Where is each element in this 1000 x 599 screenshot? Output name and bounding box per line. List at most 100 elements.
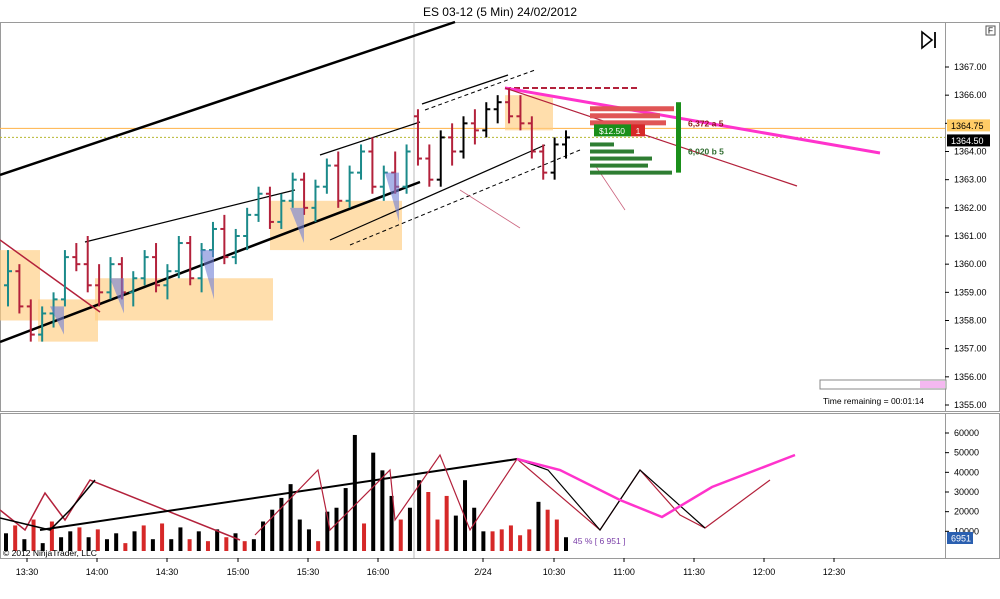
volume-zigzag-red bbox=[0, 479, 241, 541]
volume-bar bbox=[554, 519, 559, 551]
volume-bar bbox=[233, 533, 238, 551]
volume-bar bbox=[343, 488, 348, 551]
time-tick-label: 14:30 bbox=[156, 567, 179, 577]
price-tick-label: 1357.00 bbox=[954, 344, 987, 354]
volume-bar bbox=[297, 519, 302, 551]
volume-bar bbox=[68, 531, 73, 551]
volume-bar bbox=[242, 541, 247, 551]
volume-bar bbox=[499, 529, 504, 551]
volume-tick-label: 30000 bbox=[954, 487, 979, 497]
volume-tick-label: 50000 bbox=[954, 448, 979, 458]
volume-bar bbox=[141, 525, 146, 551]
volume-bar bbox=[380, 470, 385, 551]
volume-bar bbox=[481, 531, 486, 551]
volume-bar bbox=[77, 527, 82, 551]
volume-zigzag-black-2 bbox=[516, 458, 706, 531]
red-projection bbox=[504, 87, 798, 187]
volume-bar bbox=[132, 531, 137, 551]
position-qty-label: 1 bbox=[636, 126, 641, 136]
timer-bar-fill bbox=[920, 381, 945, 388]
price-marker-label: 1364.75 bbox=[951, 121, 984, 131]
volume-bar bbox=[251, 539, 256, 551]
price-tick-label: 1355.00 bbox=[954, 400, 987, 410]
wedge-upper-dashed bbox=[424, 69, 536, 111]
volume-bar bbox=[518, 535, 523, 551]
volume-bar bbox=[49, 521, 54, 551]
volume-last-box bbox=[947, 532, 973, 544]
volume-bar bbox=[463, 480, 468, 551]
price-marker-box bbox=[947, 134, 990, 147]
volume-tick-label: 40000 bbox=[954, 467, 979, 477]
volume-profile-marker bbox=[200, 250, 214, 300]
timer-label: Time remaining = 00:01:14 bbox=[823, 396, 924, 406]
volume-bar bbox=[169, 539, 174, 551]
volume-layer: 45 % [ 6 951 ] bbox=[0, 434, 796, 551]
wedge-lower bbox=[329, 144, 546, 241]
volume-profile-marker bbox=[290, 207, 304, 244]
position-pnl-label: $12.50 bbox=[599, 126, 625, 136]
volume-zigzag-red-2 bbox=[254, 453, 771, 536]
volume-bar bbox=[453, 515, 458, 551]
volume-bar bbox=[160, 523, 165, 551]
volume-profile-marker bbox=[110, 278, 124, 314]
price-tick-label: 1361.00 bbox=[954, 231, 987, 241]
volume-bar bbox=[288, 484, 293, 551]
volume-bar bbox=[59, 537, 64, 551]
price-tick-label: 1366.00 bbox=[954, 90, 987, 100]
position-vertical-bar bbox=[676, 102, 681, 173]
volume-bar bbox=[104, 539, 109, 551]
volume-bar bbox=[279, 497, 284, 551]
time-tick-label: 11:30 bbox=[683, 567, 705, 577]
red-trendline bbox=[0, 239, 101, 313]
volume-bar bbox=[417, 480, 422, 551]
volume-bar bbox=[527, 529, 532, 551]
volume-profile-marker bbox=[50, 306, 64, 335]
time-tick-label: 14:00 bbox=[86, 567, 109, 577]
dom-bid-bar bbox=[590, 149, 634, 154]
volume-bar bbox=[325, 511, 330, 551]
thin-projection bbox=[459, 189, 521, 229]
volume-bar bbox=[508, 525, 513, 551]
dom-ask-bar bbox=[590, 120, 666, 126]
play-control-icon[interactable] bbox=[921, 30, 936, 50]
time-tick-label: 11:00 bbox=[613, 567, 635, 577]
f-box[interactable] bbox=[985, 25, 996, 36]
volume-bar bbox=[261, 521, 266, 551]
volume-bar bbox=[13, 525, 18, 551]
volume-bar bbox=[316, 541, 321, 551]
volume-profile-marker bbox=[385, 172, 399, 222]
volume-bar bbox=[31, 519, 36, 551]
price-marker-label: 1364.50 bbox=[951, 136, 984, 146]
volume-bar bbox=[224, 537, 229, 551]
price-tick-label: 1364.00 bbox=[954, 147, 987, 157]
volume-bar bbox=[114, 533, 119, 551]
price-layer: $12.50 1 6,372 a 5 6,020 b 5 Time remaining … bbox=[0, 20, 947, 558]
volume-bar bbox=[389, 495, 394, 551]
price-tick-label: 1356.00 bbox=[954, 372, 987, 382]
trend-channel-upper bbox=[0, 20, 456, 177]
volume-trend-line bbox=[39, 458, 518, 531]
volume-bar bbox=[536, 501, 541, 551]
dom-bid-bar bbox=[590, 170, 672, 175]
wedge-upper bbox=[421, 74, 509, 105]
volume-bar bbox=[270, 509, 275, 551]
magenta-projection bbox=[504, 86, 881, 155]
price-tick-label: 1363.00 bbox=[954, 175, 987, 185]
dom-bid-bar bbox=[590, 163, 648, 168]
chart-title: ES 03-12 (5 Min) 24/02/2012 bbox=[423, 5, 577, 19]
volume-bar bbox=[490, 531, 495, 551]
price-tick-label: 1360.00 bbox=[954, 259, 987, 269]
volume-bar bbox=[545, 509, 550, 551]
volume-bar bbox=[95, 529, 100, 551]
volume-bar bbox=[435, 519, 440, 551]
time-tick-label: 13:30 bbox=[16, 567, 39, 577]
volume-bar bbox=[444, 495, 449, 551]
volume-tick-label: 20000 bbox=[954, 507, 979, 517]
volume-bar bbox=[472, 507, 477, 551]
time-tick-label: 16:00 bbox=[367, 567, 390, 577]
dom-ask-bar bbox=[590, 106, 674, 112]
position-pnl-box bbox=[594, 124, 631, 137]
time-tick-label: 10:30 bbox=[543, 567, 566, 577]
price-tick-label: 1358.00 bbox=[954, 316, 987, 326]
